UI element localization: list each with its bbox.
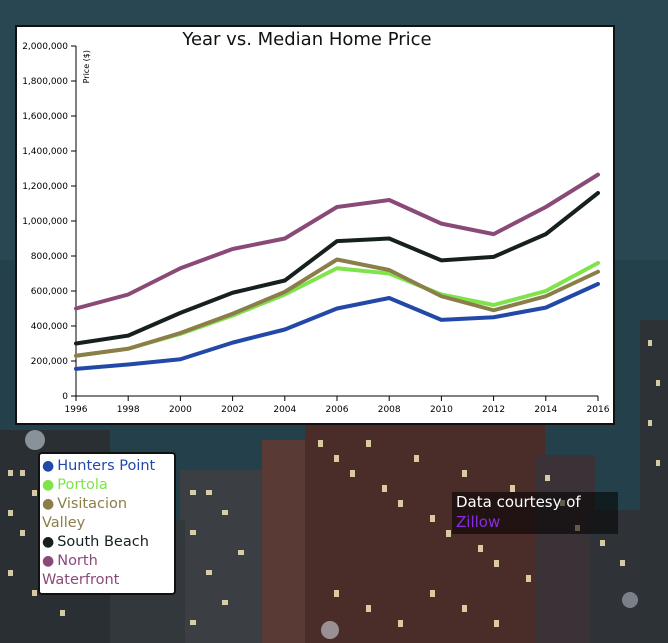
legend-label: South Beach [57, 534, 149, 550]
y-axis-label: Price ($) [82, 50, 91, 83]
legend-item-hunters-point: ● Hunters Point [42, 457, 174, 476]
legend-dot-icon: ● [42, 458, 55, 474]
credit-text: Data courtesy of [456, 493, 581, 511]
series-line-hunters-point [74, 282, 600, 371]
y-tick-label: 800,000 [31, 252, 68, 262]
y-tick-label: 400,000 [31, 322, 68, 332]
x-tick-label: 1996 [65, 405, 88, 415]
y-tick-label: 600,000 [31, 287, 68, 297]
x-tick-label: 2016 [587, 405, 610, 415]
y-tick-label: 2,000,000 [22, 42, 68, 52]
legend-label: Portola [57, 477, 108, 493]
line-chart: 0 200,000 400,000 600,000 800,000 1,000,000 1,… [22, 42, 610, 415]
legend-dot-icon: ● [42, 534, 55, 550]
x-tick-label: 2000 [169, 405, 192, 415]
y-tick-label: 1,200,000 [22, 182, 68, 192]
chart-panel: 0 200,000 400,000 600,000 800,000 1,000,000 1,… [15, 25, 615, 425]
series-line-visitacion-valley [74, 257, 600, 358]
legend-item-portola: ● Portola [42, 476, 174, 495]
legend-dot-icon: ● [42, 477, 55, 493]
legend-label: Hunters Point [57, 458, 156, 474]
zillow-link[interactable]: Zillow [456, 513, 501, 531]
series-line-north-waterfront [74, 172, 600, 311]
legend-label: Visitacion Valley [42, 496, 128, 531]
legend-dot-icon: ● [42, 496, 55, 512]
legend: ● Hunters Point ● Portola ● Visitacion Vall… [38, 452, 176, 595]
y-tick-label: 200,000 [31, 357, 68, 367]
series-line-south-beach [74, 191, 600, 346]
x-tick-label: 2004 [273, 405, 296, 415]
y-tick-label: 1,600,000 [22, 112, 68, 122]
legend-label: North Waterfront [42, 553, 120, 588]
x-tick-label: 2008 [378, 405, 401, 415]
x-tick-label: 2012 [482, 405, 505, 415]
y-tick-label: 1,400,000 [22, 147, 68, 157]
chart-title: Year vs. Median Home Price [182, 29, 432, 50]
legend-item-north-waterfront: ● North Waterfront [42, 552, 174, 590]
legend-item-visitacion-valley: ● Visitacion Valley [42, 495, 174, 533]
x-tick-label: 2010 [430, 405, 453, 415]
data-credit: Data courtesy of Zillow [452, 492, 618, 534]
y-tick-label: 1,000,000 [22, 217, 68, 227]
legend-item-south-beach: ● South Beach [42, 533, 174, 552]
x-tick-label: 2006 [326, 405, 349, 415]
y-tick-label: 0 [62, 392, 68, 402]
x-tick-label: 2002 [221, 405, 244, 415]
legend-dot-icon: ● [42, 553, 55, 569]
x-tick-label: 1998 [117, 405, 140, 415]
x-tick-label: 2014 [534, 405, 557, 415]
y-tick-label: 1,800,000 [22, 77, 68, 87]
